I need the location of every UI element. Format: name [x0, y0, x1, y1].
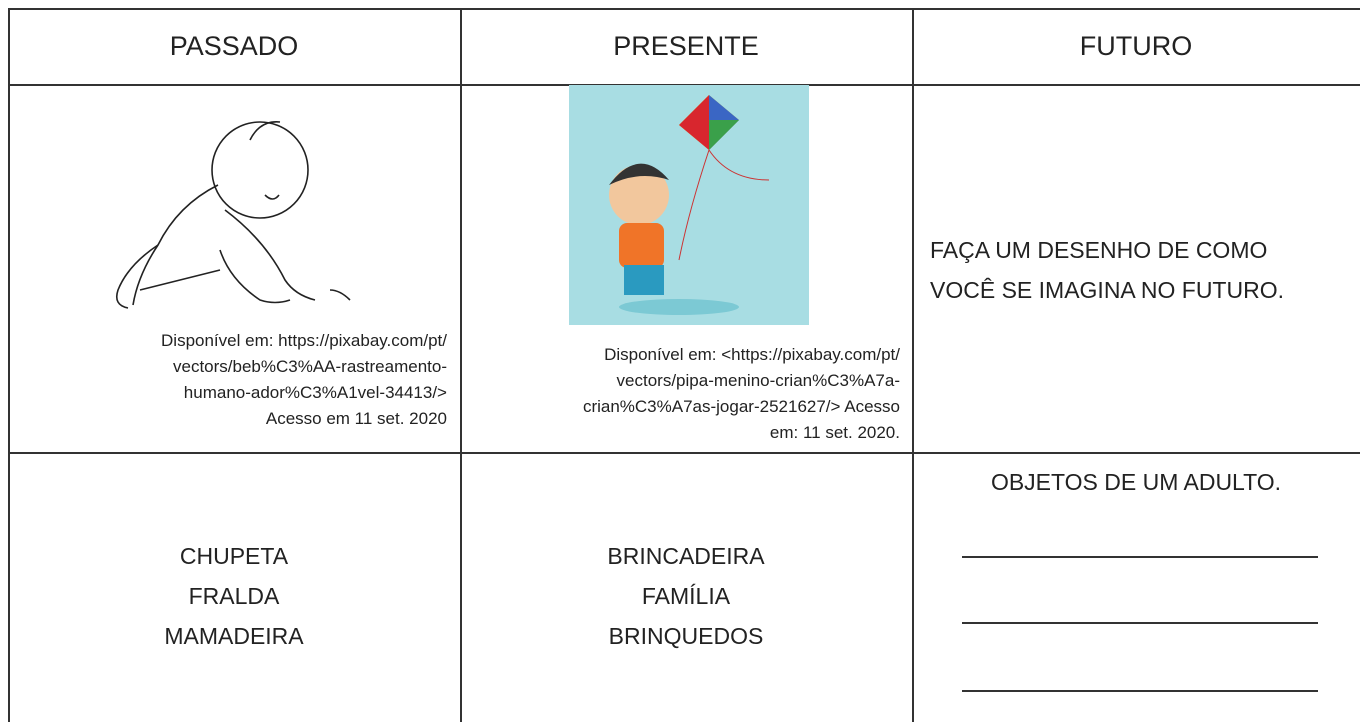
- cell-title: OBJETOS DE UM ADULTO.: [990, 469, 1282, 495]
- answer-line: [962, 622, 1318, 624]
- caption-line: Disponível em: <https://pixabay.com/pt/: [604, 345, 900, 364]
- caption-line: Disponível em: https://pixabay.com/pt/: [161, 331, 447, 350]
- text-line: BRINCADEIRA: [607, 543, 765, 569]
- answer-line: [962, 690, 1318, 692]
- border: [8, 8, 1360, 10]
- caption-line: vectors/pipa-menino-crian%C3%A7a-: [616, 371, 900, 390]
- caption-line: vectors/beb%C3%AA-rastreamento-: [172, 357, 447, 376]
- border: [8, 84, 1360, 86]
- boy-kite-illustration: [569, 85, 809, 325]
- answer-line: [962, 556, 1318, 558]
- border: [8, 452, 1360, 454]
- word-list: CHUPETA FRALDA MAMADEIRA: [8, 536, 460, 656]
- image-caption: Disponível em: <https://pixabay.com/pt/ …: [583, 342, 900, 446]
- text-line: FAÇA UM DESENHO DE COMO: [930, 237, 1268, 263]
- text-line: MAMADEIRA: [164, 623, 304, 649]
- border: [460, 8, 462, 722]
- caption-line: humano-ador%C3%A1vel-34413/>: [183, 383, 447, 402]
- text-line: CHUPETA: [179, 543, 289, 569]
- instruction: FAÇA UM DESENHO DE COMO VOCÊ SE IMAGINA …: [930, 230, 1284, 310]
- border: [8, 8, 10, 722]
- baby-illustration: [115, 121, 351, 309]
- header-cell: FUTURO: [1079, 31, 1193, 61]
- word-list: BRINCADEIRA FAMÍLIA BRINQUEDOS: [460, 536, 912, 656]
- caption-line: em: 11 set. 2020.: [769, 423, 900, 442]
- header-cell: PASSADO: [169, 31, 299, 61]
- header-cell: PRESENTE: [613, 31, 759, 61]
- caption-line: crian%C3%A7as-jogar-2521627/> Acesso: [582, 397, 900, 416]
- border: [912, 8, 914, 722]
- text-line: VOCÊ SE IMAGINA NO FUTURO.: [930, 277, 1284, 303]
- caption-line: Acesso em 11 set. 2020: [265, 409, 447, 428]
- image-caption: Disponível em: https://pixabay.com/pt/ v…: [161, 328, 447, 432]
- text-line: FRALDA: [188, 583, 280, 609]
- text-line: BRINQUEDOS: [608, 623, 764, 649]
- text-line: FAMÍLIA: [641, 583, 731, 609]
